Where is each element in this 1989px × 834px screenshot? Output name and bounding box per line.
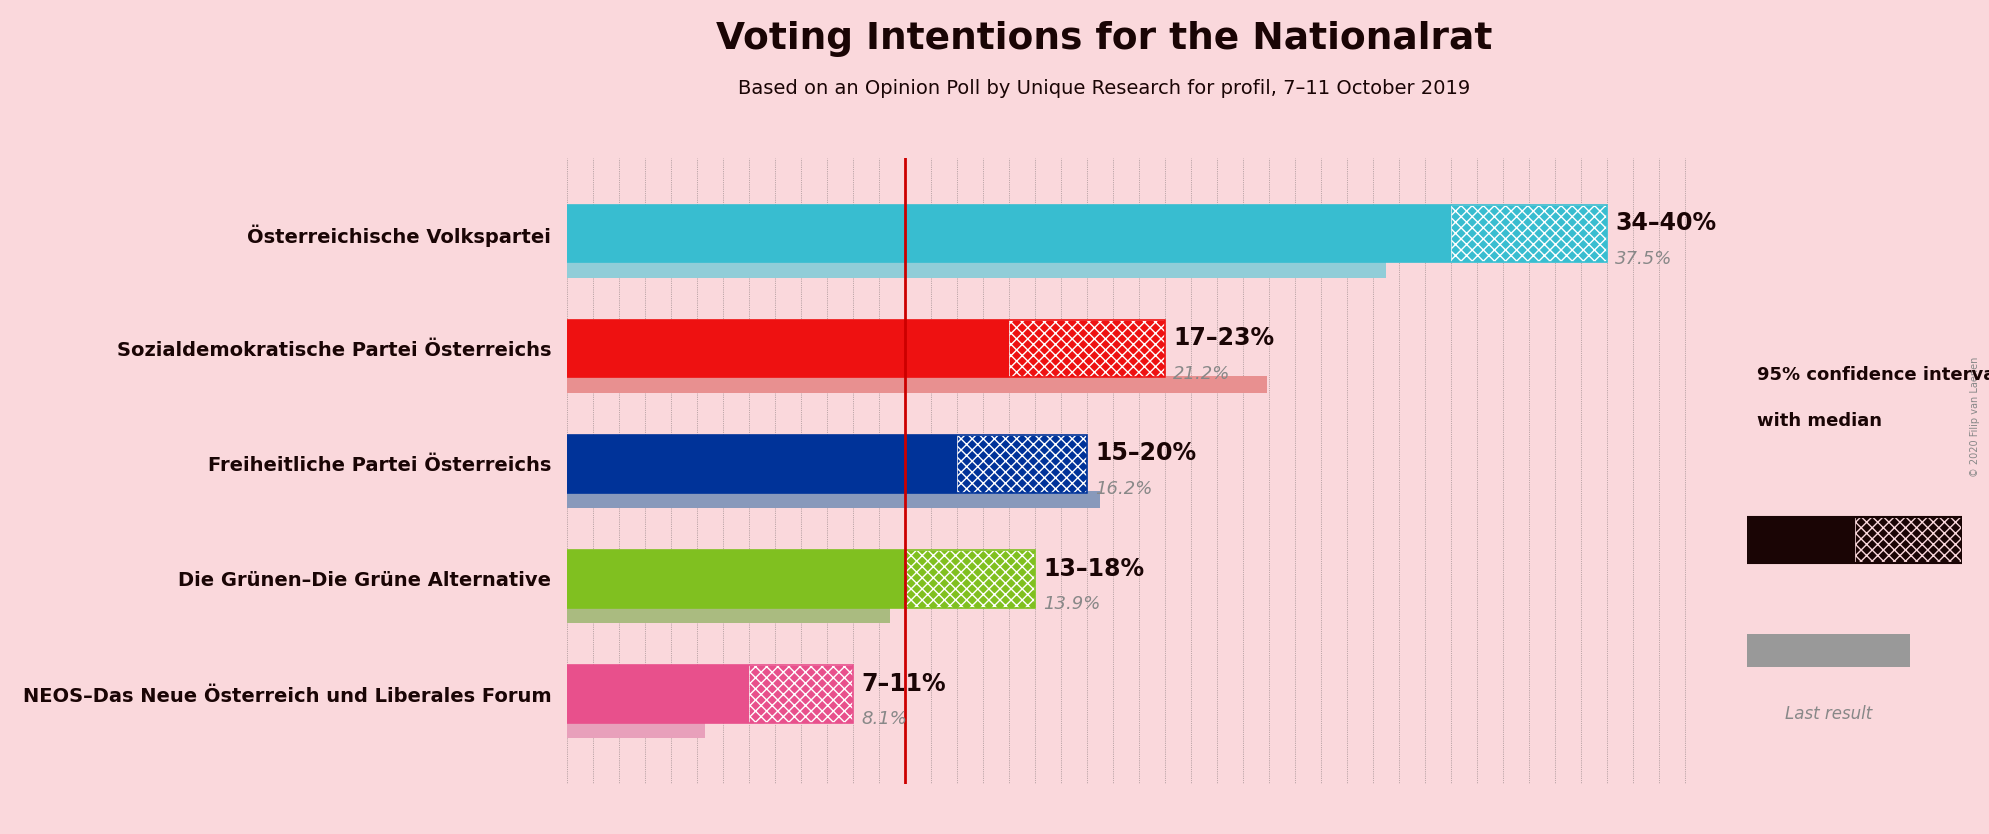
Text: Voting Intentions for the Nationalrat: Voting Intentions for the Nationalrat bbox=[716, 21, 1492, 57]
Text: 13.9%: 13.9% bbox=[1042, 595, 1100, 613]
Bar bbox=[957, 435, 1086, 493]
Text: Based on an Opinion Poll by Unique Research for profil, 7–11 October 2019: Based on an Opinion Poll by Unique Resea… bbox=[738, 79, 1470, 98]
Bar bbox=[567, 260, 1386, 278]
Text: Last result: Last result bbox=[1784, 705, 1872, 723]
Text: 37.5%: 37.5% bbox=[1615, 249, 1671, 268]
Bar bbox=[567, 435, 957, 493]
Bar bbox=[567, 550, 905, 608]
Bar bbox=[1746, 517, 1854, 563]
Text: 16.2%: 16.2% bbox=[1094, 480, 1152, 498]
Bar bbox=[567, 319, 1166, 377]
Text: 21.2%: 21.2% bbox=[1172, 364, 1229, 383]
Bar bbox=[567, 319, 1008, 377]
Bar bbox=[1008, 319, 1166, 377]
Text: 8.1%: 8.1% bbox=[861, 711, 907, 728]
Text: 17–23%: 17–23% bbox=[1172, 326, 1273, 350]
Bar bbox=[567, 721, 704, 738]
Text: with median: with median bbox=[1756, 411, 1882, 430]
Bar bbox=[567, 375, 1267, 393]
Bar bbox=[1746, 517, 1961, 563]
Text: 34–40%: 34–40% bbox=[1615, 211, 1715, 235]
Bar bbox=[567, 550, 1034, 608]
Bar bbox=[567, 435, 1086, 493]
Bar bbox=[1854, 517, 1961, 563]
Bar bbox=[905, 550, 1034, 608]
Bar bbox=[567, 204, 1450, 262]
Text: 13–18%: 13–18% bbox=[1042, 556, 1144, 580]
Text: 7–11%: 7–11% bbox=[861, 671, 945, 696]
Text: 95% confidence interval: 95% confidence interval bbox=[1756, 365, 1989, 384]
Text: 15–20%: 15–20% bbox=[1094, 441, 1195, 465]
Bar bbox=[748, 666, 853, 723]
Bar bbox=[567, 606, 889, 623]
Bar bbox=[1450, 204, 1607, 262]
Bar bbox=[567, 204, 1607, 262]
Bar bbox=[567, 666, 853, 723]
Text: © 2020 Filip van Laenen: © 2020 Filip van Laenen bbox=[1969, 357, 1979, 477]
Bar bbox=[567, 490, 1100, 508]
Bar bbox=[567, 666, 748, 723]
